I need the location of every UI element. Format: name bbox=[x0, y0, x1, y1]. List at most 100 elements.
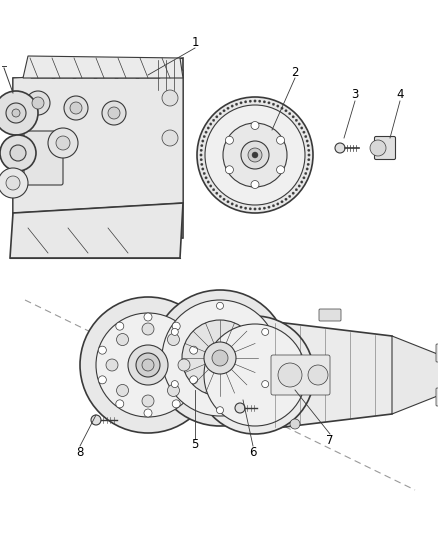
Circle shape bbox=[335, 143, 345, 153]
Circle shape bbox=[201, 144, 203, 147]
Circle shape bbox=[56, 136, 70, 150]
Circle shape bbox=[308, 154, 310, 156]
Circle shape bbox=[190, 346, 198, 354]
Circle shape bbox=[303, 131, 305, 133]
Circle shape bbox=[117, 334, 128, 345]
Circle shape bbox=[231, 105, 233, 107]
Circle shape bbox=[203, 172, 205, 175]
Circle shape bbox=[0, 91, 38, 135]
Circle shape bbox=[219, 195, 222, 198]
Circle shape bbox=[142, 323, 154, 335]
Circle shape bbox=[102, 101, 126, 125]
Circle shape bbox=[277, 203, 279, 205]
Circle shape bbox=[231, 203, 233, 205]
Circle shape bbox=[307, 163, 309, 166]
Circle shape bbox=[254, 100, 256, 102]
Circle shape bbox=[212, 350, 228, 366]
Circle shape bbox=[99, 376, 106, 384]
Circle shape bbox=[128, 345, 168, 385]
Polygon shape bbox=[13, 70, 183, 213]
Circle shape bbox=[0, 135, 36, 171]
Circle shape bbox=[244, 207, 247, 209]
Circle shape bbox=[241, 141, 269, 169]
Circle shape bbox=[300, 127, 303, 129]
Circle shape bbox=[12, 109, 20, 117]
Circle shape bbox=[223, 123, 287, 187]
Text: 1: 1 bbox=[191, 36, 199, 49]
Text: 4: 4 bbox=[396, 88, 404, 101]
Circle shape bbox=[263, 101, 265, 103]
Circle shape bbox=[215, 116, 218, 118]
Circle shape bbox=[303, 176, 305, 179]
Circle shape bbox=[235, 205, 238, 207]
Circle shape bbox=[167, 384, 180, 397]
Circle shape bbox=[370, 140, 386, 156]
Circle shape bbox=[162, 300, 278, 416]
Circle shape bbox=[70, 102, 82, 114]
Circle shape bbox=[196, 316, 314, 434]
Circle shape bbox=[290, 419, 300, 429]
Circle shape bbox=[295, 189, 297, 191]
Text: 8: 8 bbox=[76, 446, 84, 458]
Circle shape bbox=[251, 181, 259, 189]
Circle shape bbox=[216, 302, 223, 309]
Circle shape bbox=[281, 107, 283, 109]
Circle shape bbox=[142, 395, 154, 407]
Text: 7: 7 bbox=[326, 433, 334, 447]
Circle shape bbox=[142, 359, 154, 371]
Circle shape bbox=[285, 110, 287, 112]
Circle shape bbox=[227, 200, 229, 203]
Circle shape bbox=[235, 103, 238, 106]
Circle shape bbox=[205, 176, 207, 179]
Circle shape bbox=[244, 101, 247, 103]
Circle shape bbox=[201, 168, 204, 170]
Circle shape bbox=[171, 328, 178, 335]
Circle shape bbox=[116, 322, 124, 330]
Circle shape bbox=[268, 102, 270, 104]
Circle shape bbox=[289, 112, 291, 115]
Polygon shape bbox=[260, 320, 417, 430]
Circle shape bbox=[209, 185, 212, 187]
Circle shape bbox=[276, 136, 285, 144]
Text: 3: 3 bbox=[351, 88, 359, 101]
Circle shape bbox=[223, 110, 225, 112]
Circle shape bbox=[292, 192, 294, 195]
Circle shape bbox=[240, 206, 242, 208]
Circle shape bbox=[295, 119, 297, 122]
Circle shape bbox=[200, 149, 202, 151]
Circle shape bbox=[205, 105, 305, 205]
Circle shape bbox=[96, 313, 200, 417]
Circle shape bbox=[197, 97, 313, 213]
Circle shape bbox=[227, 107, 229, 109]
Circle shape bbox=[276, 166, 285, 174]
Circle shape bbox=[226, 166, 233, 174]
Circle shape bbox=[298, 123, 300, 125]
Circle shape bbox=[200, 158, 202, 161]
Wedge shape bbox=[94, 66, 118, 78]
Circle shape bbox=[116, 400, 124, 408]
Circle shape bbox=[201, 140, 204, 142]
Circle shape bbox=[307, 144, 309, 147]
Wedge shape bbox=[115, 66, 139, 78]
Circle shape bbox=[91, 415, 101, 425]
Circle shape bbox=[258, 207, 261, 210]
Circle shape bbox=[171, 381, 178, 387]
Circle shape bbox=[248, 148, 262, 162]
Circle shape bbox=[306, 140, 308, 142]
Circle shape bbox=[249, 100, 251, 102]
Circle shape bbox=[162, 130, 178, 146]
Circle shape bbox=[308, 365, 328, 385]
Circle shape bbox=[306, 168, 308, 170]
Circle shape bbox=[190, 376, 198, 384]
Circle shape bbox=[152, 290, 288, 426]
Circle shape bbox=[251, 122, 259, 130]
Circle shape bbox=[0, 168, 28, 198]
Circle shape bbox=[106, 359, 118, 371]
Circle shape bbox=[6, 103, 26, 123]
Circle shape bbox=[304, 135, 307, 138]
Circle shape bbox=[10, 145, 26, 161]
Circle shape bbox=[207, 127, 209, 129]
Circle shape bbox=[204, 324, 306, 426]
Circle shape bbox=[249, 207, 251, 210]
Circle shape bbox=[272, 205, 275, 207]
